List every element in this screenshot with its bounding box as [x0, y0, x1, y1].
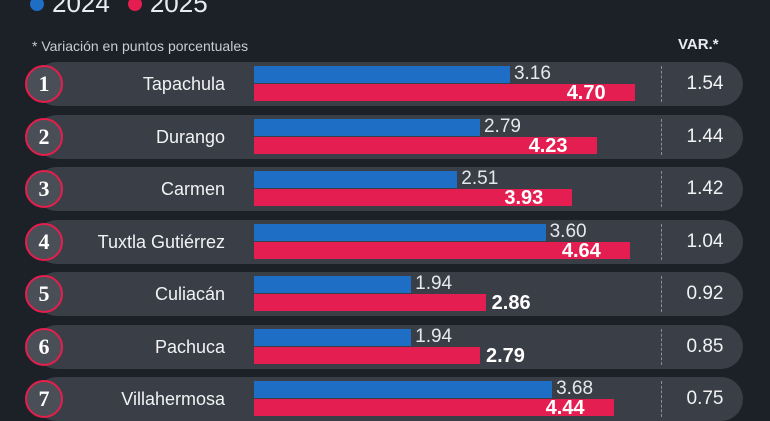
chart-row: 5 Culiacán 1.94 2.86 0.92	[25, 272, 743, 316]
bar-2024	[254, 328, 412, 346]
chart-row: 6 Pachuca 1.94 2.79 0.85	[25, 324, 743, 369]
variation-divider	[661, 328, 662, 365]
city-label: Carmen	[160, 179, 225, 199]
variation-divider	[661, 171, 662, 207]
city-label: Tuxtla Gutiérrez	[97, 231, 225, 252]
legend-2025-swatch	[127, 0, 142, 11]
bar-2024	[254, 171, 458, 188]
rank-badge: 1	[25, 65, 63, 103]
variation-value: 1.54	[686, 73, 724, 94]
footnote: * Variación en puntos porcentuales	[32, 38, 249, 54]
variation-divider	[661, 118, 662, 155]
rank-badge: 7	[25, 380, 63, 418]
legend-2024-swatch	[30, 0, 44, 11]
bar-2024	[254, 276, 412, 293]
rank-badge: 6	[25, 327, 63, 366]
bar-2025	[254, 136, 597, 154]
value-label-2024: 3.60	[549, 220, 587, 242]
variation-value: 1.44	[686, 125, 724, 147]
city-label: Tapachula	[142, 74, 225, 94]
rank-badge: 5	[25, 275, 63, 313]
value-label-2024: 1.94	[415, 273, 453, 294]
variation-value: 1.04	[686, 230, 724, 252]
value-label-2024: 3.68	[556, 378, 594, 399]
legend-2025-label: 2025	[149, 0, 208, 18]
value-label-2024: 3.16	[513, 63, 551, 84]
variation-value: 0.75	[686, 388, 724, 409]
rank-badge: 2	[25, 117, 63, 156]
variation-divider	[661, 66, 662, 102]
city-label: Villahermosa	[121, 389, 225, 409]
bar-2024	[254, 66, 510, 83]
rank-badge: 3	[25, 170, 63, 208]
chart-row: 2 Durango 2.79 4.23 1.44	[25, 114, 743, 159]
legend: 2024 2025	[30, 0, 218, 19]
city-label: Durango	[155, 126, 225, 147]
bar-2025	[254, 241, 630, 259]
bar-2024	[254, 223, 546, 241]
rank-badge: 4	[25, 222, 63, 261]
value-label-2025: 4.70	[566, 82, 606, 104]
variation-divider	[661, 276, 662, 312]
chart-row: 1 Tapachula 3.16 4.70 1.54	[25, 62, 743, 106]
variation-value: 0.92	[686, 283, 724, 304]
value-label-2024: 2.79	[483, 115, 521, 137]
value-label-2025: 2.79	[485, 344, 525, 367]
value-label-2025: 4.64	[561, 239, 601, 262]
chart-row: 4 Tuxtla Gutiérrez 3.60 4.64 1.04	[25, 219, 743, 264]
value-label-2025: 4.44	[545, 397, 585, 419]
value-label-2025: 2.86	[491, 292, 531, 314]
value-label-2025: 3.93	[504, 187, 544, 209]
value-label-2024: 2.51	[461, 168, 499, 189]
bar-2025	[254, 189, 573, 206]
chart-rows: 1 Tapachula 3.16 4.70 1.54 2 Durango 2.79 4.23 1.…	[25, 62, 743, 421]
bar-2025	[254, 346, 480, 364]
variation-header: VAR.*	[678, 36, 719, 53]
city-label: Pachuca	[154, 336, 225, 357]
chart-row: 3 Carmen 2.51 3.93 1.42	[25, 167, 743, 211]
variation-value: 1.42	[686, 178, 724, 199]
variation-value: 0.85	[686, 335, 724, 357]
variation-divider	[661, 223, 662, 260]
bar-2025	[254, 294, 486, 311]
bar-2025	[254, 84, 635, 101]
value-label-2024: 1.94	[415, 325, 453, 347]
city-label: Culiacán	[154, 284, 225, 304]
chart-row: 7 Villahermosa 3.68 4.44 0.75	[25, 377, 743, 421]
bar-2024	[254, 118, 480, 136]
legend-2024-label: 2024	[52, 0, 110, 18]
value-label-2025: 4.23	[528, 134, 568, 157]
variation-divider	[661, 381, 662, 417]
bar-2024	[254, 381, 553, 398]
